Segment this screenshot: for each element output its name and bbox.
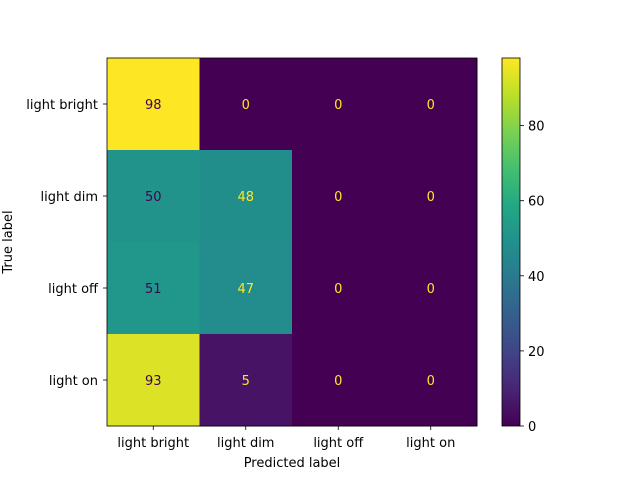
colorbar-tick-label: 20 bbox=[528, 345, 545, 360]
cell-value-label: 5 bbox=[242, 374, 250, 389]
cell-value-label: 0 bbox=[427, 282, 435, 297]
heatmap-cell bbox=[292, 242, 385, 335]
heatmap-cell bbox=[199, 242, 293, 335]
heatmap-cell bbox=[107, 150, 200, 243]
x-axis-ticks: light bright light dim light off light on bbox=[117, 426, 455, 451]
cell-value-label: 51 bbox=[145, 282, 162, 297]
cell-value-label: 0 bbox=[427, 374, 435, 389]
heatmap-cell bbox=[107, 334, 200, 427]
heatmap-cell bbox=[199, 334, 293, 427]
y-tick-label: light off bbox=[48, 282, 99, 297]
y-tick-label: light dim bbox=[41, 190, 98, 205]
cell-value-label: 48 bbox=[237, 190, 254, 205]
x-axis-label: Predicted label bbox=[244, 456, 341, 471]
heatmap-cells bbox=[107, 58, 478, 427]
colorbar-ticks: 0 20 40 60 80 bbox=[520, 120, 545, 435]
heatmap-cell-labels: 98 0 0 050 48 0 051 47 0 093 5 0 0 bbox=[145, 98, 435, 389]
x-tick-label: light dim bbox=[217, 436, 274, 451]
heatmap-cell bbox=[107, 58, 200, 151]
cell-value-label: 0 bbox=[242, 98, 250, 113]
heatmap-cell bbox=[384, 150, 478, 243]
heatmap-cell bbox=[292, 334, 385, 427]
y-tick-label: light bright bbox=[26, 98, 98, 113]
heatmap-cell bbox=[199, 58, 293, 151]
cell-value-label: 0 bbox=[334, 282, 342, 297]
cell-value-label: 98 bbox=[145, 98, 162, 113]
colorbar-tick-label: 60 bbox=[528, 195, 545, 210]
x-tick-label: light on bbox=[406, 436, 455, 451]
colorbar bbox=[501, 57, 521, 427]
x-tick-label: light bright bbox=[117, 436, 189, 451]
cell-value-label: 0 bbox=[427, 190, 435, 205]
x-tick-label: light off bbox=[313, 436, 364, 451]
heatmap-cell bbox=[107, 242, 200, 335]
cell-value-label: 0 bbox=[427, 98, 435, 113]
cell-value-label: 0 bbox=[334, 190, 342, 205]
y-axis-label: True label bbox=[1, 210, 16, 274]
y-axis-ticks: light bright light dim light off light on bbox=[26, 98, 107, 389]
heatmap-cell bbox=[384, 242, 478, 335]
heatmap-cell bbox=[384, 58, 478, 151]
y-tick-label: light on bbox=[49, 374, 98, 389]
heatmap-cell bbox=[384, 334, 478, 427]
heatmap-cell bbox=[292, 58, 385, 151]
cell-value-label: 0 bbox=[334, 98, 342, 113]
cell-value-label: 50 bbox=[145, 190, 162, 205]
colorbar-tick-label: 80 bbox=[528, 120, 545, 135]
cell-value-label: 47 bbox=[237, 282, 254, 297]
plot-frame bbox=[106, 57, 478, 427]
cell-value-label: 0 bbox=[334, 374, 342, 389]
colorbar-tick-label: 40 bbox=[528, 270, 545, 285]
heatmap-cell bbox=[199, 150, 293, 243]
colorbar-tick-label: 0 bbox=[528, 420, 536, 435]
cell-value-label: 93 bbox=[145, 374, 162, 389]
heatmap-cell bbox=[292, 150, 385, 243]
